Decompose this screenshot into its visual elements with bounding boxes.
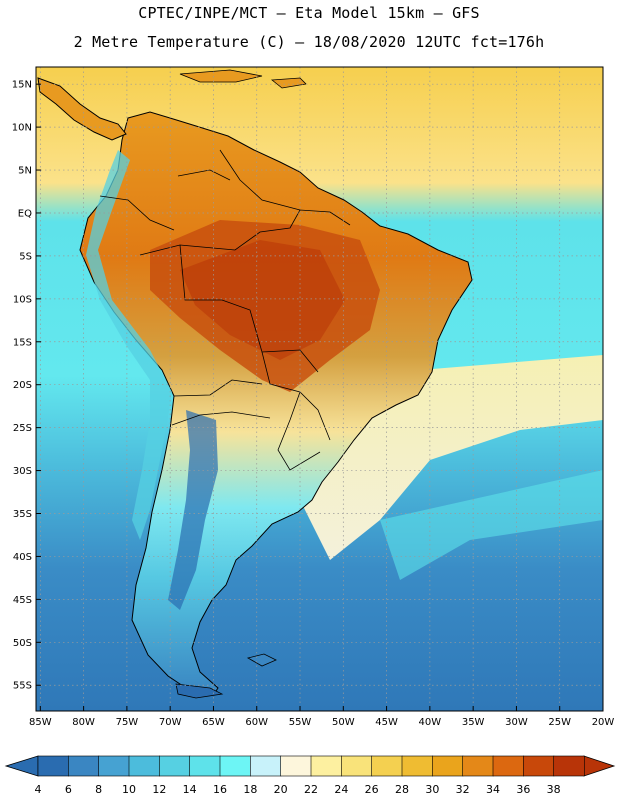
map-frame (35, 66, 604, 712)
lat-label: 20S (13, 380, 32, 391)
colorbar-swatch (159, 755, 191, 777)
colorbar-swatch (371, 755, 403, 777)
central-america-land (37, 77, 127, 141)
colorbar-swatch (401, 755, 433, 777)
map-title-line2: 2 Metre Temperature (C) – 18/08/2020 12U… (73, 33, 545, 51)
lon-label: 60W (245, 717, 268, 728)
colorbar-label: 28 (395, 783, 409, 796)
colorbar-label: 14 (183, 783, 197, 796)
colorbar-label: 10 (122, 783, 136, 796)
colorbar-swatch (189, 755, 221, 777)
colorbar-label: 32 (456, 783, 470, 796)
lat-label: 5S (19, 251, 32, 262)
colorbar-swatch (523, 755, 555, 777)
colorbar-swatch (98, 755, 130, 777)
longitude-labels: 85W 80W 75W 70W 65W 60W 55W 50W 45W 40W 35W 30W 25W 2… (29, 706, 614, 728)
colorbar-swatch (37, 755, 69, 777)
colorbar-label: 16 (213, 783, 227, 796)
colorbar-label: 6 (65, 783, 72, 796)
colorbar-swatch (250, 755, 282, 777)
colorbar-label: 36 (516, 783, 530, 796)
colorbar-low-arrow (4, 755, 39, 777)
lat-label: 15N (12, 80, 32, 91)
colorbar-swatch (219, 755, 251, 777)
lat-label: 25S (13, 423, 32, 434)
colorbar-swatch (310, 755, 342, 777)
colorbar-swatch (280, 755, 312, 777)
lon-label: 85W (29, 717, 52, 728)
lon-label: 20W (592, 717, 615, 728)
colorbar-label: 20 (274, 783, 288, 796)
lon-label: 65W (202, 717, 225, 728)
map-field (36, 67, 603, 711)
colorbar-label: 34 (486, 783, 500, 796)
lat-label: 15S (13, 337, 32, 348)
lon-label: 35W (462, 717, 485, 728)
lon-label: 80W (72, 717, 95, 728)
lat-label: 35S (13, 509, 32, 520)
lat-label: 10N (12, 123, 32, 134)
colorbar-swatch (432, 755, 464, 777)
colorbar-swatch (128, 755, 160, 777)
colorbar-label: 26 (365, 783, 379, 796)
graticule (36, 67, 604, 711)
colorbar-label: 8 (95, 783, 102, 796)
colorbar-label: 22 (304, 783, 318, 796)
colorbar-swatch (341, 755, 373, 777)
lat-label: 40S (13, 552, 32, 563)
falklands (246, 653, 277, 667)
colorbar-swatch (68, 755, 100, 777)
colorbar-high-arrow (583, 755, 616, 777)
colorbar-swatch (553, 755, 585, 777)
colorbar-swatch (492, 755, 524, 777)
lon-label: 40W (419, 717, 442, 728)
colorbar-swatch (462, 755, 494, 777)
lat-label: 55S (13, 681, 32, 692)
lat-label: 45S (13, 595, 32, 606)
lon-label: 75W (116, 717, 139, 728)
warm-atlantic-band (300, 355, 603, 560)
lat-label: 10S (13, 294, 32, 305)
colorbar-label: 4 (35, 783, 42, 796)
lon-label: 70W (159, 717, 182, 728)
lat-label: EQ (18, 208, 32, 219)
colorbar-label: 30 (425, 783, 439, 796)
lat-label: 50S (13, 638, 32, 649)
andes-cool-stripe (86, 150, 172, 540)
map-title-line1: CPTEC/INPE/MCT – Eta Model 15km – GFS (138, 4, 480, 22)
latitude-labels: 15N 10N 5N EQ 5S 10S 15S 20S 25S 30S 35S 40S 45S 50S 5… (12, 80, 41, 692)
colorbar-label: 12 (152, 783, 166, 796)
lon-label: 45W (375, 717, 398, 728)
lon-label: 25W (548, 717, 571, 728)
lon-label: 30W (505, 717, 528, 728)
lat-label: 30S (13, 466, 32, 477)
colorbar: 4 6 8 10 12 14 16 18 20 22 24 26 28 30 32 34 36 38 (4, 755, 616, 796)
colorbar-label: 18 (243, 783, 257, 796)
colorbar-label: 38 (547, 783, 561, 796)
lon-label: 55W (289, 717, 312, 728)
lon-label: 50W (332, 717, 355, 728)
colorbar-label: 24 (334, 783, 348, 796)
lat-label: 5N (18, 166, 32, 177)
